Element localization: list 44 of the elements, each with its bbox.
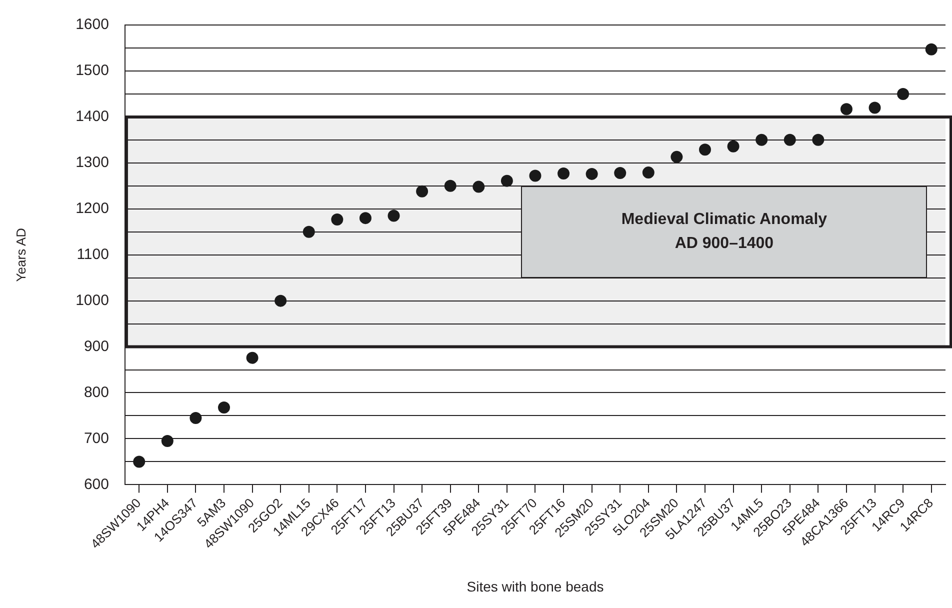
point bbox=[699, 144, 711, 156]
point bbox=[756, 134, 768, 146]
point bbox=[840, 103, 852, 116]
point bbox=[868, 102, 881, 114]
point bbox=[302, 226, 315, 238]
point bbox=[190, 412, 202, 424]
y-tick-label: 1600 bbox=[76, 16, 109, 34]
point bbox=[161, 435, 174, 448]
point bbox=[670, 150, 683, 163]
point bbox=[897, 88, 910, 100]
point bbox=[472, 180, 485, 193]
y-tick-label: 800 bbox=[84, 384, 109, 401]
point bbox=[558, 167, 570, 180]
y-tick-label: 700 bbox=[84, 430, 109, 447]
note-box: Medieval Climatic Anomaly AD 900–1400 bbox=[521, 186, 928, 278]
y-tick-label: 1300 bbox=[76, 154, 109, 172]
point bbox=[727, 140, 740, 152]
point bbox=[614, 167, 626, 180]
point bbox=[359, 212, 372, 224]
point bbox=[812, 134, 824, 146]
y-tick-label: 600 bbox=[84, 476, 109, 493]
point bbox=[500, 174, 513, 187]
point bbox=[274, 294, 287, 307]
y-axis-title: Years AD bbox=[13, 228, 28, 282]
point bbox=[416, 185, 428, 198]
point bbox=[133, 456, 146, 468]
point bbox=[925, 43, 938, 56]
point bbox=[246, 352, 258, 364]
x-axis-title: Sites with bone beads bbox=[466, 578, 604, 594]
point bbox=[586, 168, 598, 180]
y-tick-label: 1100 bbox=[76, 246, 109, 263]
point bbox=[331, 213, 344, 226]
y-tick-label: 900 bbox=[84, 338, 109, 355]
point bbox=[388, 210, 400, 222]
y-tick-label: 1200 bbox=[76, 200, 109, 218]
point bbox=[642, 166, 654, 179]
band-label: Medieval Climatic Anomaly AD 900–1400 bbox=[621, 210, 828, 254]
point bbox=[529, 170, 542, 182]
y-tick-label: 1000 bbox=[76, 292, 109, 309]
point bbox=[784, 134, 796, 146]
point bbox=[444, 180, 456, 192]
point bbox=[218, 401, 230, 414]
y-tick-label: 1500 bbox=[76, 62, 109, 80]
y-tick-label: 1400 bbox=[76, 108, 109, 126]
